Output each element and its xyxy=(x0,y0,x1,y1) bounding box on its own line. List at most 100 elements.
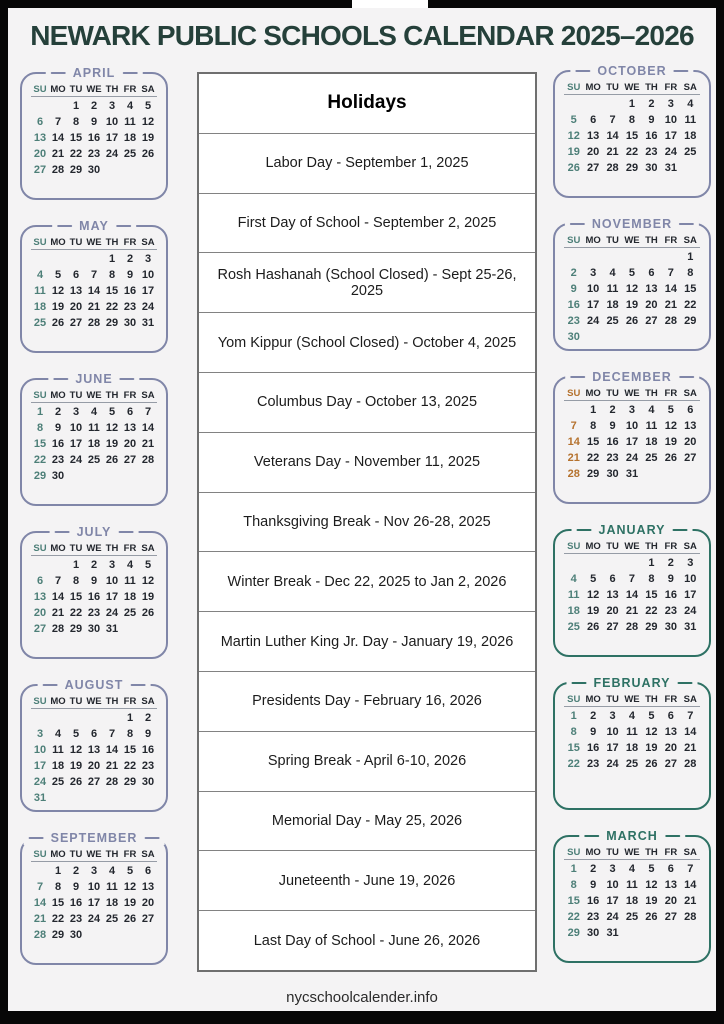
calendar-week-row: 19 20 21 22 23 24 25 xyxy=(564,144,700,160)
holiday-item: Winter Break - Dec 22, 2025 to Jan 2, 20… xyxy=(199,552,535,613)
calendar-day-cell: 17 xyxy=(87,897,101,909)
weekday-header: TH xyxy=(645,388,658,399)
weekday-header: SU xyxy=(567,388,581,399)
calendar-day-cell: 4 xyxy=(126,100,134,112)
calendar-day-cell: 12 xyxy=(141,575,155,587)
holiday-item: Yom Kippur (School Closed) - October 4, … xyxy=(199,313,535,373)
calendar-day-cell: 21 xyxy=(606,146,619,158)
calendar-day-cell: 16 xyxy=(141,744,155,756)
holiday-item: Juneteenth - June 19, 2026 xyxy=(199,851,535,912)
calendar-week-row: 12 13 14 15 16 17 18 xyxy=(564,128,700,144)
calendar-day-cell: 12 xyxy=(141,116,155,128)
calendar-day-cell: 10 xyxy=(684,573,697,585)
calendar-week-row: 25 26 27 28 29 30 31 xyxy=(31,315,157,331)
calendar-day-cell: 1 xyxy=(72,100,80,112)
calendar-day-cell: 16 xyxy=(87,132,101,144)
calendar-day-cell: 28 xyxy=(606,162,619,174)
month-title: NOVEMBER xyxy=(564,217,700,231)
calendar-day-cell: 13 xyxy=(87,744,101,756)
calendar-day-cell: 23 xyxy=(51,454,65,466)
weekday-header: SA xyxy=(141,696,155,707)
calendar-day-cell: 21 xyxy=(105,760,119,772)
calendar-day-cell: 26 xyxy=(105,454,119,466)
calendar-day-cell: 10 xyxy=(625,420,639,432)
calendar-day-cell: 14 xyxy=(33,897,47,909)
calendar-day-cell: 2 xyxy=(667,557,674,569)
calendar-day-cell: 24 xyxy=(105,148,119,160)
calendar-day-cell: 26 xyxy=(141,607,155,619)
calendar-day-cell: 25 xyxy=(105,913,119,925)
calendar-day-cell: 1 xyxy=(570,863,577,875)
calendar-day-cell xyxy=(67,710,85,726)
weekday-header: SU xyxy=(567,235,581,246)
calendar-day-cell: 8 xyxy=(570,726,577,738)
weekday-header: MO xyxy=(50,849,66,860)
calendar-day-cell: 25 xyxy=(123,607,137,619)
calendar-day-cell: 30 xyxy=(51,470,65,482)
calendar-week-row: 25 26 27 28 29 30 31 xyxy=(564,619,700,635)
calendar-day-cell: 15 xyxy=(625,130,639,142)
weekday-header: TU xyxy=(69,237,83,248)
calendar-day-cell: 5 xyxy=(144,559,152,571)
calendar-day-cell: 27 xyxy=(606,621,619,633)
calendar-day-cell: 31 xyxy=(684,621,697,633)
calendar-week-row: 31 xyxy=(31,790,157,806)
month-title: JANUARY xyxy=(571,523,693,537)
calendar-day-cell: 24 xyxy=(105,607,119,619)
calendar-day-cell: 4 xyxy=(36,269,44,281)
weekday-header: SA xyxy=(683,388,697,399)
calendar-week-row: 27 28 29 30 31 xyxy=(31,621,157,637)
calendar-day-cell: 1 xyxy=(590,404,597,416)
weekday-header: MO xyxy=(50,390,66,401)
calendar-day-cell xyxy=(121,621,139,637)
calendar-day-cell: 27 xyxy=(33,164,47,176)
calendar-day-cell: 2 xyxy=(72,865,80,877)
calendar-day-cell: 17 xyxy=(684,589,697,601)
calendar-day-cell xyxy=(642,329,661,345)
calendar-day-cell: 24 xyxy=(684,605,697,617)
calendar-day-cell xyxy=(121,162,139,178)
weekday-header: SA xyxy=(683,541,697,552)
calendar-day-cell: 19 xyxy=(664,436,677,448)
calendar-day-cell: 5 xyxy=(590,573,597,585)
calendar-day-cell: 9 xyxy=(126,269,134,281)
weekday-header: TU xyxy=(606,847,619,858)
calendar-day-cell: 27 xyxy=(587,162,600,174)
calendar-day-cell: 3 xyxy=(36,728,44,740)
calendar-day-cell: 4 xyxy=(648,404,655,416)
calendar-day-cell xyxy=(85,251,103,267)
calendar-day-cell: 13 xyxy=(123,422,137,434)
calendar-day-cell: 28 xyxy=(87,317,101,329)
calendar-week-row: 15 16 17 18 19 20 21 xyxy=(564,893,700,909)
calendar-day-cell: 13 xyxy=(606,589,619,601)
calendar-week-row: 18 19 20 21 22 23 24 xyxy=(564,603,700,619)
calendar-day-cell xyxy=(603,249,622,265)
calendar-day-cell: 10 xyxy=(606,879,619,891)
calendar-day-cell: 26 xyxy=(141,148,155,160)
calendar-day-cell: 27 xyxy=(664,911,677,923)
calendar-day-cell: 6 xyxy=(36,116,44,128)
month-grid: SU MO TU WE TH FR SA 1 2 3 4 5 6 7 8 9 10 11 12 13 14 15 16 17 1… xyxy=(22,74,166,178)
calendar-week-row: 9 10 11 12 13 14 15 xyxy=(564,281,700,297)
holiday-item: Martin Luther King Jr. Day - January 19,… xyxy=(199,612,535,672)
calendar-day-cell: 23 xyxy=(123,301,137,313)
calendar-day-cell: 14 xyxy=(684,726,697,738)
calendar-week-row: 15 16 17 18 19 20 21 xyxy=(564,740,700,756)
calendar-day-cell: 14 xyxy=(87,285,101,297)
calendar-day-cell: 2 xyxy=(648,98,655,110)
weekday-header: MO xyxy=(585,847,601,858)
mini-calendar-march: MARCH SU MO TU WE TH FR SA 1 2 3 4 5 6 7 8 9 10 11 12 13 14 15… xyxy=(553,829,711,963)
calendar-day-cell: 1 xyxy=(687,251,694,263)
weekday-header: MO xyxy=(50,696,66,707)
holiday-item: Memorial Day - May 25, 2026 xyxy=(199,792,535,852)
calendar-day-cell: 18 xyxy=(123,591,137,603)
weekday-header-row: SU MO TU WE TH FR SA xyxy=(31,237,157,250)
calendar-day-cell xyxy=(103,162,121,178)
calendar-day-cell: 24 xyxy=(587,315,600,327)
calendar-day-cell: 15 xyxy=(684,283,697,295)
calendar-day-cell: 25 xyxy=(123,148,137,160)
